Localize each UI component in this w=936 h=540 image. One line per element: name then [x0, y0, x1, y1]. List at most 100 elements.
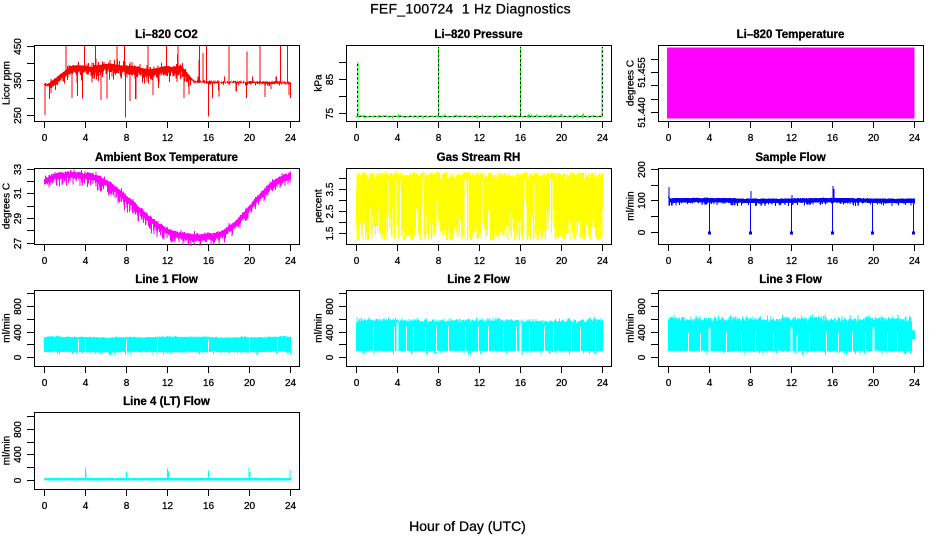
svg-text:800: 800: [325, 298, 336, 315]
svg-text:Hour of Day (UTC): Hour of Day (UTC): [409, 518, 526, 534]
svg-text:16: 16: [827, 256, 839, 267]
svg-text:20: 20: [868, 133, 880, 144]
svg-text:Licor ppm: Licor ppm: [2, 61, 13, 105]
svg-text:0: 0: [354, 133, 360, 144]
svg-text:FEF_100724 1 Hz Diagnostics: FEF_100724 1 Hz Diagnostics: [370, 1, 571, 17]
svg-text:12: 12: [162, 378, 174, 389]
svg-text:ml/min: ml/min: [626, 313, 637, 342]
svg-text:0: 0: [666, 133, 672, 144]
svg-text:24: 24: [597, 133, 609, 144]
svg-text:400: 400: [325, 324, 336, 341]
svg-text:4: 4: [707, 378, 713, 389]
svg-text:24: 24: [597, 378, 609, 389]
svg-text:Gas Stream RH: Gas Stream RH: [437, 152, 521, 164]
svg-text:12: 12: [786, 133, 798, 144]
svg-text:ml/min: ml/min: [2, 313, 13, 342]
svg-text:4: 4: [83, 133, 89, 144]
svg-text:29: 29: [13, 213, 24, 225]
svg-text:20: 20: [556, 256, 568, 267]
svg-text:24: 24: [909, 256, 921, 267]
svg-text:31: 31: [13, 188, 24, 200]
svg-text:350: 350: [13, 72, 24, 89]
svg-text:8: 8: [748, 133, 754, 144]
svg-text:1.5: 1.5: [325, 226, 336, 240]
svg-text:4: 4: [395, 133, 401, 144]
svg-text:degrees C: degrees C: [626, 60, 637, 106]
svg-text:0: 0: [637, 354, 648, 360]
svg-text:0: 0: [666, 256, 672, 267]
svg-text:8: 8: [124, 133, 130, 144]
svg-text:ml/min: ml/min: [314, 313, 325, 342]
svg-text:250: 250: [13, 107, 24, 124]
svg-text:16: 16: [203, 501, 215, 512]
svg-text:24: 24: [285, 378, 297, 389]
svg-text:0: 0: [666, 378, 672, 389]
svg-text:4: 4: [395, 378, 401, 389]
svg-text:4: 4: [707, 133, 713, 144]
svg-text:12: 12: [474, 378, 486, 389]
svg-text:kPa: kPa: [314, 74, 325, 92]
svg-text:0: 0: [354, 378, 360, 389]
svg-text:Ambient Box Temperature: Ambient Box Temperature: [95, 152, 238, 164]
svg-text:400: 400: [637, 324, 648, 341]
svg-text:4: 4: [707, 256, 713, 267]
svg-text:4: 4: [395, 256, 401, 267]
svg-text:8: 8: [436, 256, 442, 267]
svg-text:33: 33: [13, 164, 24, 176]
svg-text:24: 24: [285, 133, 297, 144]
svg-text:8: 8: [124, 256, 130, 267]
svg-text:20: 20: [244, 378, 256, 389]
svg-text:ml/min: ml/min: [626, 191, 637, 220]
svg-text:12: 12: [474, 133, 486, 144]
svg-text:Li–820 Temperature: Li–820 Temperature: [737, 29, 845, 41]
svg-text:0: 0: [42, 501, 48, 512]
svg-text:400: 400: [13, 324, 24, 341]
svg-text:400: 400: [13, 446, 24, 463]
svg-text:8: 8: [124, 378, 130, 389]
svg-text:0: 0: [42, 378, 48, 389]
svg-text:0: 0: [13, 477, 24, 483]
svg-text:12: 12: [162, 501, 174, 512]
svg-text:16: 16: [827, 133, 839, 144]
svg-text:0: 0: [354, 256, 360, 267]
svg-text:12: 12: [162, 133, 174, 144]
svg-text:450: 450: [13, 38, 24, 55]
svg-text:Line 4 (LT) Flow: Line 4 (LT) Flow: [123, 396, 210, 408]
svg-text:ml/min: ml/min: [2, 436, 13, 465]
svg-text:16: 16: [515, 256, 527, 267]
svg-text:0: 0: [13, 354, 24, 360]
svg-text:12: 12: [786, 378, 798, 389]
svg-text:Line 3 Flow: Line 3 Flow: [759, 274, 822, 286]
svg-text:Li–820 CO2: Li–820 CO2: [135, 29, 198, 41]
svg-text:800: 800: [13, 298, 24, 315]
svg-text:Sample Flow: Sample Flow: [755, 152, 825, 164]
svg-text:24: 24: [285, 256, 297, 267]
svg-text:Line 1 Flow: Line 1 Flow: [135, 274, 198, 286]
svg-text:8: 8: [748, 378, 754, 389]
svg-text:Line 2 Flow: Line 2 Flow: [447, 274, 510, 286]
svg-text:0: 0: [637, 229, 648, 235]
svg-text:0: 0: [325, 354, 336, 360]
svg-text:16: 16: [203, 378, 215, 389]
svg-text:12: 12: [162, 256, 174, 267]
svg-text:3.5: 3.5: [325, 182, 336, 196]
svg-text:8: 8: [436, 378, 442, 389]
svg-text:20: 20: [868, 378, 880, 389]
svg-text:2.5: 2.5: [325, 204, 336, 218]
svg-text:4: 4: [83, 256, 89, 267]
svg-text:16: 16: [827, 378, 839, 389]
svg-text:51.455: 51.455: [637, 57, 648, 88]
svg-text:100: 100: [637, 192, 648, 209]
svg-text:Li–820 Pressure: Li–820 Pressure: [434, 29, 522, 41]
svg-text:20: 20: [244, 133, 256, 144]
svg-text:24: 24: [285, 501, 297, 512]
svg-text:0: 0: [42, 256, 48, 267]
svg-text:16: 16: [515, 133, 527, 144]
svg-text:0: 0: [42, 133, 48, 144]
svg-text:4: 4: [83, 378, 89, 389]
svg-text:20: 20: [868, 256, 880, 267]
svg-text:16: 16: [515, 378, 527, 389]
svg-text:85: 85: [325, 74, 336, 86]
svg-text:24: 24: [597, 256, 609, 267]
svg-text:20: 20: [244, 501, 256, 512]
